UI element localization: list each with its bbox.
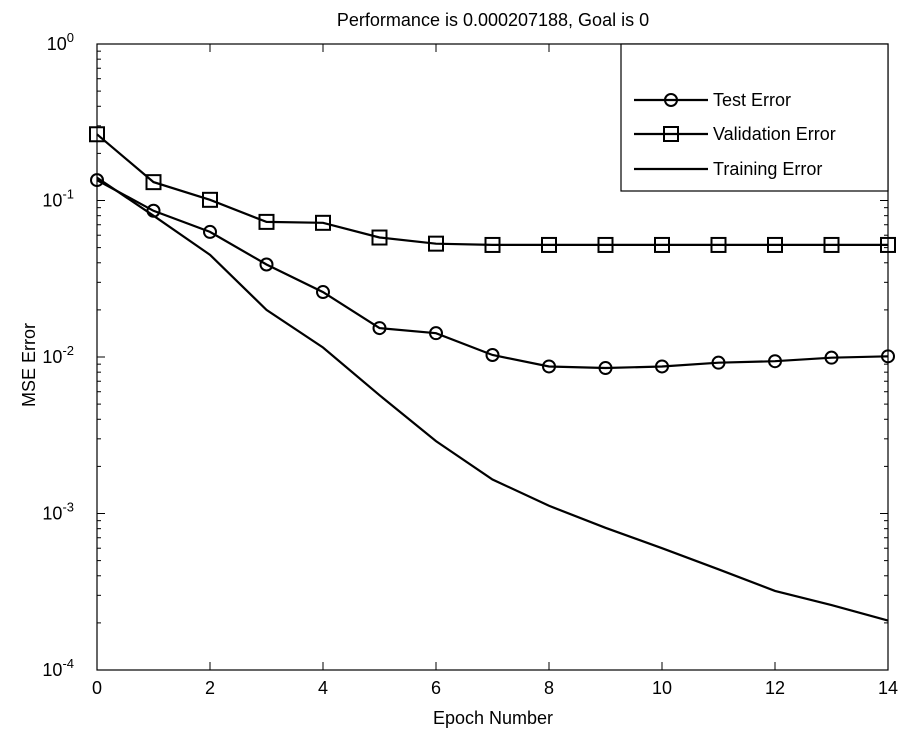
data-point <box>484 236 501 253</box>
series-line <box>96 176 889 622</box>
data-point <box>767 236 783 253</box>
series-validation-error <box>89 126 896 253</box>
x-tick-labels: 0 2 4 6 8 10 12 14 <box>92 678 898 698</box>
y-tick-labels: 100 10-1 10-2 10-3 10-4 <box>42 30 74 680</box>
legend-box <box>620 43 889 192</box>
series-line <box>96 179 889 370</box>
data-point <box>598 361 613 376</box>
data-point <box>824 350 839 365</box>
x-axis-label: Epoch Number <box>433 708 553 728</box>
series-training-error <box>96 176 889 622</box>
data-point <box>316 285 330 300</box>
data-point <box>881 349 895 364</box>
data-point <box>541 236 557 253</box>
data-point <box>542 359 556 374</box>
data-point <box>202 191 218 208</box>
data-point <box>880 236 896 253</box>
x-tick-label: 6 <box>431 678 441 698</box>
data-point <box>823 236 840 253</box>
data-point <box>89 126 105 143</box>
data-point <box>710 236 727 253</box>
y-axis-label: MSE Error <box>19 323 39 407</box>
x-tick-label: 4 <box>318 678 328 698</box>
data-point <box>258 213 275 230</box>
data-point <box>597 236 614 253</box>
legend: Test Error Validation Error Training Error <box>620 43 889 192</box>
data-point <box>315 214 331 231</box>
chart-title: Performance is 0.000207188, Goal is 0 <box>337 10 649 30</box>
data-point <box>145 174 162 191</box>
legend-label: Training Error <box>713 159 822 179</box>
y-tick-label: 10-3 <box>42 500 74 524</box>
legend-label: Test Error <box>713 90 791 110</box>
data-point <box>485 347 500 362</box>
series-line <box>96 133 888 246</box>
data-point <box>90 173 104 188</box>
series-test-error <box>90 173 895 376</box>
legend-label: Validation Error <box>713 124 836 144</box>
x-tick-label: 2 <box>205 678 215 698</box>
x-tick-label: 8 <box>544 678 554 698</box>
data-point <box>371 229 388 246</box>
data-point <box>429 326 443 341</box>
x-tick-label: 10 <box>652 678 672 698</box>
data-point <box>372 321 387 336</box>
data-point <box>654 236 670 253</box>
y-tick-label: 10-2 <box>42 343 74 367</box>
y-tick-label: 10-1 <box>42 187 74 211</box>
data-point <box>203 224 217 239</box>
data-point <box>768 354 782 369</box>
x-tick-label: 0 <box>92 678 102 698</box>
data-point <box>711 355 726 370</box>
series-layer <box>89 126 896 622</box>
x-tick-label: 14 <box>878 678 898 698</box>
x-tick-label: 12 <box>765 678 785 698</box>
legend-marker <box>664 93 678 107</box>
legend-marker <box>663 126 679 142</box>
y-tick-label: 100 <box>47 30 74 54</box>
y-tick-label: 10-4 <box>42 656 74 680</box>
data-point <box>259 257 274 272</box>
data-point <box>428 235 444 252</box>
data-point <box>655 359 669 374</box>
